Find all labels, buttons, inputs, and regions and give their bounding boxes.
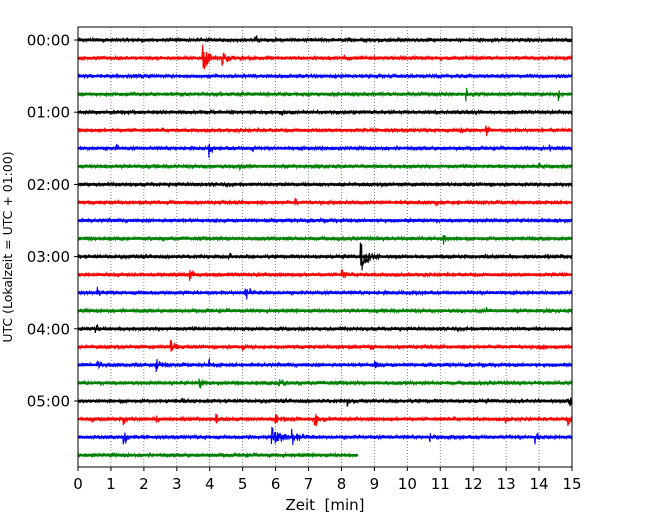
trace-baseline [78, 363, 572, 367]
trace-baseline [78, 309, 572, 312]
trace-baseline [78, 381, 572, 385]
x-tick-label: 10 [398, 475, 417, 493]
trace-baseline [78, 273, 572, 276]
trace-baseline [78, 255, 572, 258]
x-tick-label: 7 [304, 475, 314, 493]
trace-baseline [78, 327, 572, 330]
x-tick-label: 2 [139, 475, 149, 493]
x-tick-label: 4 [205, 475, 215, 493]
trace-baseline [78, 56, 572, 60]
trace-baseline [78, 453, 358, 457]
trace-0130 [77, 143, 573, 158]
trace-baseline [78, 183, 572, 186]
trace-baseline [78, 129, 572, 132]
y-tick-label: 05:00 [27, 393, 70, 411]
x-tick-label: 8 [337, 475, 347, 493]
trace-baseline [78, 74, 572, 78]
y-tick-label: 01:00 [27, 104, 70, 122]
y-tick-label: 00:00 [27, 32, 70, 50]
trace-baseline [78, 92, 572, 96]
trace-baseline [78, 237, 572, 240]
trace-baseline [78, 165, 572, 168]
x-axis-label: Zeit [min] [285, 496, 364, 514]
trace-layer [77, 35, 573, 459]
trace-baseline [78, 219, 572, 222]
x-tick-label: 5 [238, 475, 248, 493]
x-tick-label: 6 [271, 475, 281, 493]
x-tick-label: 14 [530, 475, 549, 493]
trace-baseline [78, 147, 572, 150]
y-tick-label: 03:00 [27, 248, 70, 266]
x-tick-label: 9 [370, 475, 380, 493]
trace-baseline [78, 399, 572, 403]
trace-baseline [78, 345, 572, 349]
trace-baseline [78, 435, 572, 439]
trace-baseline [78, 417, 572, 421]
x-tick-label: 1 [106, 475, 116, 493]
x-tick-label: 0 [73, 475, 83, 493]
trace-baseline [78, 291, 572, 294]
y-tick-label: 02:00 [27, 176, 70, 194]
x-tick-label: 11 [431, 475, 450, 493]
y-axis-ticks: 00:00 01:00 02:00 03:00 04:00 05:00 [27, 32, 78, 411]
y-axis-label: UTC (Lokalzeit = UTC + 01:00) [0, 151, 15, 342]
x-tick-label: 15 [562, 475, 581, 493]
x-tick-label: 12 [464, 475, 483, 493]
x-tick-label: 3 [172, 475, 182, 493]
trace-0245 [77, 234, 573, 245]
plot-frame [77, 26, 573, 468]
grid-layer [110, 27, 540, 467]
trace-baseline [78, 38, 572, 42]
trace-baseline [78, 111, 572, 114]
trace-baseline [78, 201, 572, 204]
x-axis-ticks: 0 1 2 3 4 5 6 7 8 9 10 11 12 13 14 15 [73, 467, 582, 493]
y-tick-label: 04:00 [27, 320, 70, 338]
x-tick-label: 13 [497, 475, 516, 493]
